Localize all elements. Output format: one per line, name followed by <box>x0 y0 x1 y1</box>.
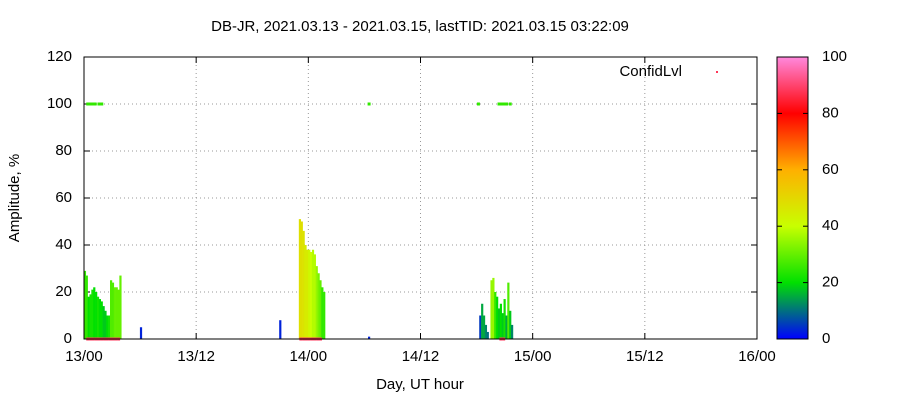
plot-border <box>83 56 758 340</box>
point <box>501 102 505 106</box>
point <box>499 102 503 106</box>
x-tick-label: 14/12 <box>402 348 440 365</box>
chart-title: DB-JR, 2021.03.13 - 2021.03.15, lastTID:… <box>211 18 629 35</box>
point <box>89 102 93 106</box>
y-tick-label: 60 <box>55 189 72 206</box>
x-tick-label: 15/12 <box>626 348 664 365</box>
x-tick-label: 13/12 <box>177 348 215 365</box>
x-axis-label: Day, UT hour <box>376 376 464 393</box>
point <box>476 102 480 106</box>
x-tick-label: 15/00 <box>514 348 552 365</box>
y-tick-label: 120 <box>47 48 72 65</box>
colorbar-tick-label: 40 <box>822 217 839 234</box>
point <box>497 102 501 106</box>
point <box>93 102 97 106</box>
point <box>508 102 512 106</box>
point <box>504 102 508 106</box>
point <box>503 102 507 106</box>
x-tick-label: 13/00 <box>65 348 103 365</box>
colorbar <box>776 56 809 340</box>
y-tick-label: 100 <box>47 95 72 112</box>
colorbar-tick-label: 80 <box>822 104 839 121</box>
point <box>367 102 371 106</box>
point <box>88 102 92 106</box>
point <box>97 102 101 106</box>
colorbar-tick-label: 60 <box>822 161 839 178</box>
y-tick-label: 0 <box>64 330 72 347</box>
point <box>91 102 95 106</box>
point <box>100 102 104 106</box>
y-axis-label: Amplitude, % <box>6 154 23 242</box>
x-tick-label: 14/00 <box>290 348 328 365</box>
legend-label: ConfidLvl <box>619 63 682 80</box>
legend-sample <box>716 71 718 73</box>
y-tick-label: 20 <box>55 283 72 300</box>
colorbar-tick-label: 100 <box>822 48 847 65</box>
colorbar-tick-label: 0 <box>822 330 830 347</box>
colorbar-tick-label: 20 <box>822 274 839 291</box>
x-tick-label: 16/00 <box>738 348 776 365</box>
y-tick-label: 80 <box>55 142 72 159</box>
point <box>86 102 90 106</box>
y-tick-label: 40 <box>55 236 72 253</box>
